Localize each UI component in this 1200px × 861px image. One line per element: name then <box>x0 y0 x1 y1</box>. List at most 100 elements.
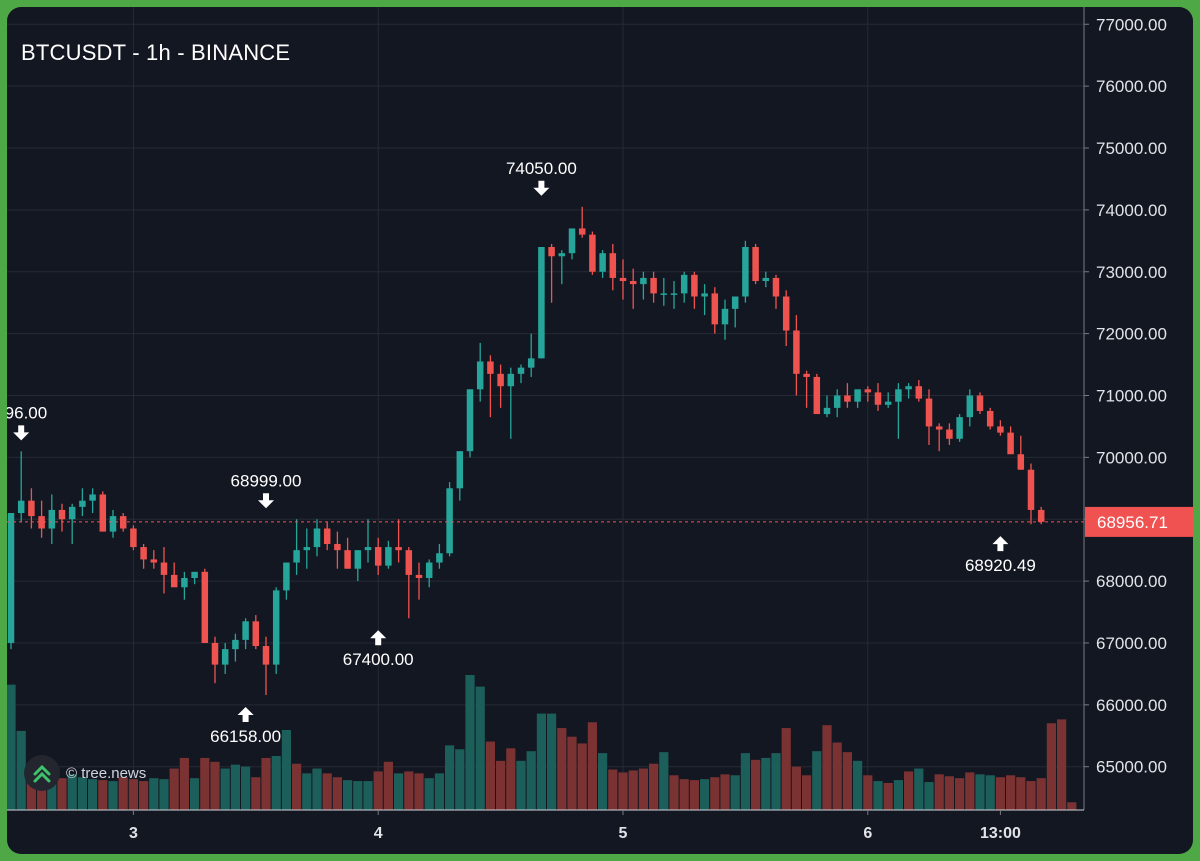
volume-bar <box>332 777 342 810</box>
candle-body <box>946 429 953 439</box>
candle-body <box>323 528 331 544</box>
volume-bar <box>434 773 444 810</box>
volume-bar <box>455 749 465 810</box>
volume-bar <box>863 775 873 810</box>
candle-body <box>242 621 249 640</box>
candle-body <box>782 296 790 331</box>
annotation-label: 67400.00 <box>343 650 414 669</box>
volume-bar <box>526 751 536 810</box>
volume-bar <box>251 777 261 810</box>
chart-title: BTCUSDT - 1h - BINANCE <box>21 40 291 65</box>
candle-body <box>232 639 239 650</box>
candle-body <box>507 373 515 387</box>
volume-bar <box>751 759 761 810</box>
candle-body <box>793 330 800 374</box>
arrow-up-icon <box>370 630 387 646</box>
candle-body <box>619 277 627 282</box>
candle-body <box>385 547 392 566</box>
time-axis[interactable]: 3 4 5 6 13:00 <box>7 809 1084 842</box>
volume-bar <box>598 753 608 810</box>
candle-body <box>344 550 351 569</box>
candle-body <box>79 500 86 507</box>
candle-body <box>170 574 178 588</box>
arrow-down-icon <box>533 180 550 196</box>
volume-bar <box>791 766 801 810</box>
volume-bar <box>404 771 414 810</box>
candle-body <box>589 234 596 272</box>
time-tick-label: 3 <box>129 825 138 842</box>
volume-bar <box>241 766 251 810</box>
candles <box>7 206 1045 696</box>
candle-body <box>262 646 270 665</box>
volume-bar <box>128 779 138 810</box>
candle-body <box>548 247 555 257</box>
candle-body <box>874 392 882 405</box>
volume-bar <box>230 764 240 810</box>
candle-body <box>221 649 229 665</box>
volume-bar <box>108 781 118 810</box>
volume-bar <box>689 780 699 810</box>
candle-body <box>109 516 117 532</box>
candle-body <box>517 367 525 374</box>
candle-body <box>884 401 892 405</box>
volume-bar <box>57 778 67 810</box>
candle-body <box>364 547 372 551</box>
chart-canvas[interactable]: 096.00 68999.00 66158.00 67400.00 74050.00 68… <box>7 7 1193 854</box>
candle-body <box>283 562 290 591</box>
volume-bar <box>169 768 179 810</box>
candle-body <box>130 528 137 548</box>
candle-body <box>1027 469 1035 510</box>
volume-bar <box>965 772 975 810</box>
volume-bar <box>904 771 914 810</box>
candle-body <box>558 253 566 257</box>
candle-body <box>966 395 974 418</box>
volume-bar <box>302 773 312 810</box>
price-axis[interactable]: 65000.0066000.0067000.0068000.0069000.00… <box>1083 7 1193 810</box>
candle-body <box>28 500 35 517</box>
volume-bar <box>557 728 567 810</box>
candle-body <box>986 410 994 427</box>
volume-bar <box>343 780 353 810</box>
volume-bar <box>608 769 618 810</box>
candle-body <box>446 488 453 554</box>
price-tick-label: 70000.00 <box>1096 448 1167 467</box>
volume-bar <box>873 781 883 810</box>
price-tick-label: 71000.00 <box>1096 386 1167 405</box>
candle-body <box>395 547 402 551</box>
volume-bar <box>669 775 679 810</box>
volume-bar <box>812 751 822 810</box>
volume-bar <box>118 777 128 810</box>
volume-bar <box>1067 802 1077 810</box>
volume-bar <box>414 773 424 810</box>
candle-body <box>181 577 188 588</box>
volume-bar <box>496 760 506 810</box>
candle-body <box>1007 432 1014 455</box>
candle-body <box>436 553 443 563</box>
candle-body <box>762 277 770 282</box>
candle-body <box>405 550 413 575</box>
volume-bar <box>465 675 475 810</box>
candle-body <box>17 500 25 514</box>
candle-body <box>374 547 382 566</box>
volume-bar <box>985 775 995 810</box>
volume-bar <box>710 777 720 810</box>
price-annotation: 74050.00 <box>506 159 577 196</box>
volume-bar <box>587 722 597 810</box>
candle-body <box>48 509 56 529</box>
volume-bar <box>77 777 87 810</box>
volume-bar <box>740 753 750 810</box>
volume-bar <box>914 768 924 810</box>
candle-body <box>670 293 678 295</box>
candle-body <box>650 277 657 294</box>
volume-bar <box>924 782 934 810</box>
candle-body <box>272 590 280 665</box>
volume-bar <box>995 777 1005 810</box>
price-tick-label: 72000.00 <box>1096 325 1167 344</box>
volume-bar <box>149 778 159 810</box>
candle-body <box>915 386 923 399</box>
volume-bar <box>853 760 863 810</box>
annotation-label: 66158.00 <box>210 727 281 746</box>
volume-bar <box>1046 723 1056 810</box>
volume-bar <box>26 768 36 810</box>
price-annotation: 68999.00 <box>231 471 301 509</box>
